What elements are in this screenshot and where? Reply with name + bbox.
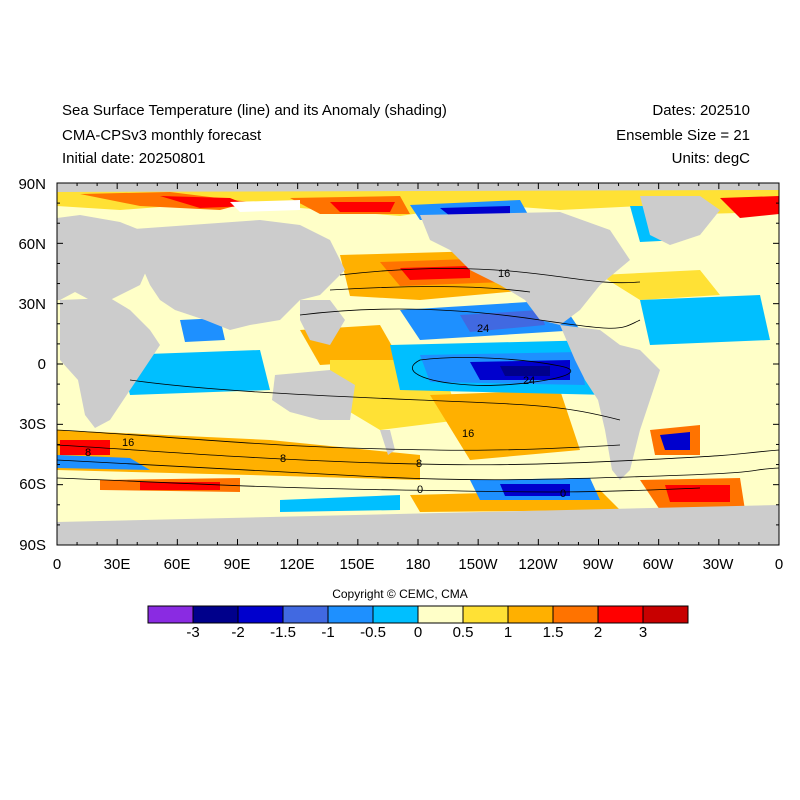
axis-ticks	[56, 182, 780, 546]
contour-label: 8	[280, 453, 286, 465]
colorbar-label: -1	[321, 624, 335, 641]
model-name: CMA-CPSv3 monthly forecast	[62, 127, 262, 144]
colorbar-label: -1.5	[270, 624, 296, 641]
chart-title: Sea Surface Temperature (line) and its A…	[62, 102, 447, 119]
contour-label: 0	[417, 484, 423, 496]
contour-label: 24	[523, 375, 535, 387]
lon-label: 0	[53, 556, 61, 573]
colorbar	[147, 605, 689, 624]
colorbar-label: -0.5	[360, 624, 386, 641]
colorbar-swatch	[417, 605, 464, 624]
contour-label: 16	[462, 428, 474, 440]
sst-contours	[57, 268, 779, 493]
lon-label: 150W	[458, 556, 498, 573]
lon-label: 60W	[643, 556, 675, 573]
lon-axis: 0 30E 60E 90E 120E 150E 180 150W 120W 90…	[53, 556, 783, 573]
colorbar-label: 1.5	[542, 624, 564, 641]
contour-label: 0	[560, 488, 566, 500]
initial-date: Initial date: 20250801	[62, 150, 206, 167]
colorbar-swatch	[642, 605, 689, 624]
contour-label: 24	[477, 323, 489, 335]
lon-label: 90E	[224, 556, 251, 573]
colorbar-swatch	[282, 605, 329, 624]
contour-label: 16	[122, 437, 134, 449]
lat-label: 90S	[19, 537, 46, 554]
lat-label: 90N	[18, 176, 46, 193]
colorbar-label: -2	[231, 624, 245, 641]
colorbar-swatch	[597, 605, 644, 624]
lat-label: 60S	[19, 476, 46, 493]
colorbar-label: -3	[186, 624, 200, 641]
forecast-dates: Dates: 202510	[652, 102, 750, 119]
colorbar-swatch	[237, 605, 284, 624]
colorbar-labels: -3 -2 -1.5 -1 -0.5 0 0.5 1 1.5 2 3	[0, 624, 800, 644]
colorbar-swatch	[147, 605, 194, 624]
colorbar-label: 0.5	[452, 624, 474, 641]
lat-label: 0	[38, 356, 46, 373]
lon-label: 180	[405, 556, 430, 573]
lat-label: 30N	[18, 296, 46, 313]
colorbar-label: 1	[503, 624, 513, 641]
colorbar-label: 0	[413, 624, 423, 641]
contour-label: 16	[498, 268, 510, 280]
colorbar-swatch	[507, 605, 554, 624]
contour-labels: 16 24 24 16 16 8 8 8 0 0	[85, 268, 566, 500]
colorbar-label: 3	[638, 624, 648, 641]
lat-label: 60N	[18, 236, 46, 253]
colorbar-swatch	[552, 605, 599, 624]
contour-label: 8	[85, 447, 91, 459]
map-field: 16 24 24 16 16 8 8 8 0 0	[57, 183, 779, 545]
contour-label: 8	[416, 458, 422, 470]
lon-label: 90W	[583, 556, 615, 573]
colorbar-label: 2	[593, 624, 603, 641]
lon-label: 120E	[279, 556, 314, 573]
lon-label: 120W	[518, 556, 558, 573]
lon-label: 60E	[164, 556, 191, 573]
lon-label: 30W	[703, 556, 735, 573]
units-label: Units: degC	[671, 150, 750, 167]
colorbar-swatch	[372, 605, 419, 624]
lat-axis: 90N 60N 30N 0 30S 60S 90S	[18, 176, 46, 554]
lon-label: 150E	[339, 556, 374, 573]
colorbar-swatch	[192, 605, 239, 624]
colorbar-swatch	[327, 605, 374, 624]
lat-label: 30S	[19, 416, 46, 433]
lon-label: 30E	[104, 556, 131, 573]
copyright: Copyright © CEMC, CMA	[332, 587, 468, 601]
cold-anomaly-shading	[57, 200, 770, 512]
ensemble-size: Ensemble Size = 21	[616, 127, 750, 144]
land	[57, 183, 779, 545]
lon-label: 0	[775, 556, 783, 573]
colorbar-swatch	[462, 605, 509, 624]
